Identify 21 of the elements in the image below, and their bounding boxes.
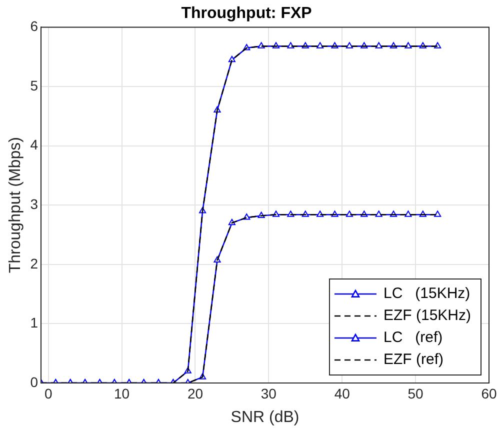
x-tick-label: 50 bbox=[408, 385, 424, 402]
y-tick-label: 4 bbox=[30, 136, 38, 153]
y-tick-label: 3 bbox=[30, 196, 38, 212]
y-tick-label: 2 bbox=[30, 255, 38, 272]
y-tick-label: 1 bbox=[30, 314, 38, 331]
x-axis-title: SNR (dB) bbox=[230, 408, 300, 426]
x-tick-label: 10 bbox=[114, 385, 130, 402]
legend-label: EZF (ref) bbox=[383, 351, 444, 368]
y-tick-label: 6 bbox=[30, 18, 38, 34]
x-tick-label: 60 bbox=[481, 385, 497, 402]
legend-label: LC (15KHz) bbox=[383, 285, 470, 302]
x-tick-label: 40 bbox=[334, 385, 350, 402]
legend-label: LC (ref) bbox=[383, 329, 443, 346]
y-axis-title: Throughput (Mbps) bbox=[7, 137, 24, 274]
x-tick-label: 30 bbox=[260, 385, 277, 402]
legend-label: EZF (15KHz) bbox=[383, 307, 472, 324]
x-tick-label: 0 bbox=[44, 385, 52, 402]
y-tick-label: 0 bbox=[30, 374, 38, 390]
chart-title: Throughput: FXP bbox=[181, 5, 312, 22]
x-tick-label: 20 bbox=[187, 385, 204, 402]
y-tick-label: 5 bbox=[30, 77, 38, 94]
